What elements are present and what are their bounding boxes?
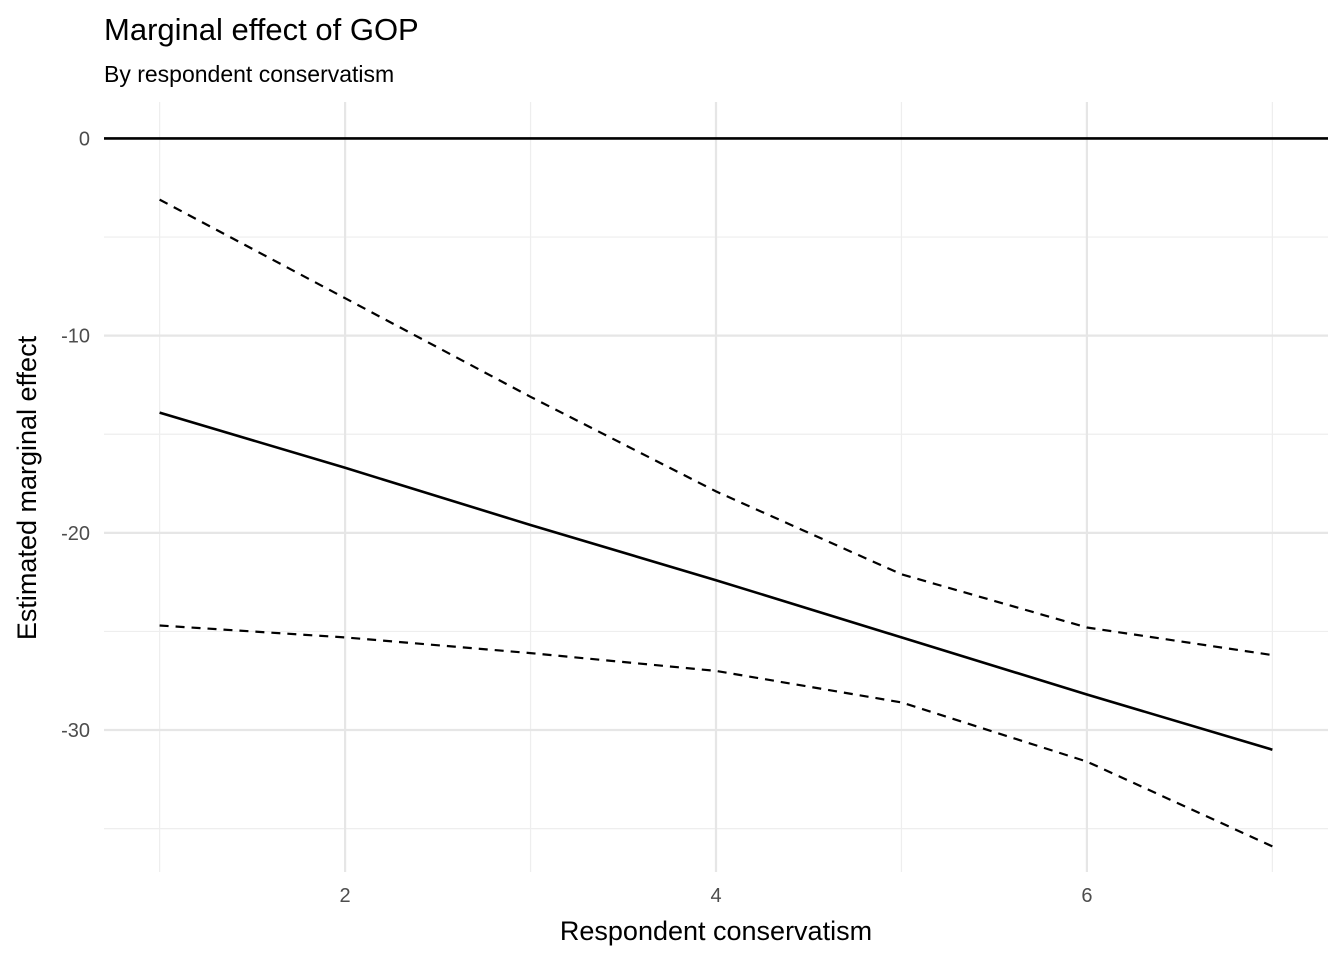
- y-axis-title: Estimated marginal effect: [12, 335, 42, 640]
- chart-title: Marginal effect of GOP: [104, 12, 419, 47]
- y-tick-label: 0: [79, 128, 90, 150]
- estimate-line: [159, 411, 1273, 751]
- y-tick-label: -30: [61, 720, 90, 742]
- y-tick-labels: 0 -10 -20 -30: [61, 128, 90, 742]
- upper-line: [159, 198, 1273, 657]
- chart-subtitle: By respondent conservatism: [104, 61, 394, 87]
- x-axis-title: Respondent conservatism: [560, 916, 872, 946]
- x-tick-label: 2: [340, 885, 351, 907]
- major-gridlines: [104, 102, 1328, 872]
- x-tick-label: 4: [710, 885, 721, 907]
- x-tick-label: 6: [1081, 885, 1092, 907]
- y-tick-label: -20: [61, 523, 90, 545]
- y-tick-label: -10: [61, 326, 90, 348]
- x-tick-labels: 2 4 6: [340, 885, 1093, 907]
- series-lines: [159, 198, 1273, 848]
